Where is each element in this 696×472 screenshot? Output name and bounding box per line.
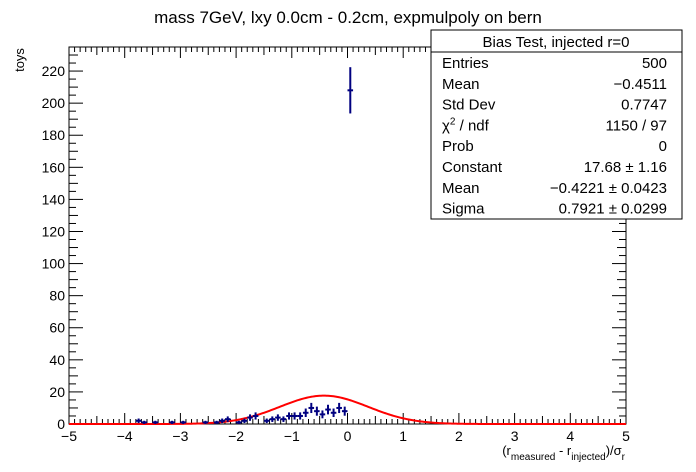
histogram-point: [291, 412, 298, 420]
histogram-point: [169, 420, 175, 424]
histogram-point: [308, 402, 315, 414]
y-tick-label: 200: [42, 95, 66, 111]
y-tick-label: 0: [57, 416, 65, 432]
stats-box: Bias Test, injected r=0 Entries 500 Mean −0…: [430, 29, 683, 220]
histogram-point: [347, 67, 354, 114]
x-axis-title-sub-injected: injected: [571, 452, 605, 463]
histogram-point: [297, 412, 303, 420]
x-axis-title: (rmeasured - rinjected)/σr: [502, 443, 625, 463]
histogram-point: [224, 416, 231, 422]
stats-row-label: χ2 / ndf: [442, 116, 490, 134]
histogram-point: [219, 418, 225, 424]
gaussian-fit-curve: [69, 394, 626, 425]
y-tick-label: 80: [49, 288, 65, 304]
stats-row-label: Constant: [442, 159, 503, 176]
histogram-point: [325, 404, 331, 415]
y-axis-tick-labels: 0 20 40 60 80 100 120 140 160 180 200 220: [42, 63, 66, 432]
y-tick-label: 140: [42, 191, 66, 207]
x-tick-label: 2: [455, 428, 463, 444]
histogram-point: [302, 408, 309, 418]
x-tick-label: −2: [228, 428, 244, 444]
histogram-point: [275, 414, 281, 421]
x-axis-title-sub-measured: measured: [511, 452, 555, 463]
stats-row-value: 0.7747: [621, 97, 667, 114]
y-tick-label: 60: [49, 320, 65, 336]
stats-row-value: 0: [659, 138, 667, 155]
y-tick-label: 120: [42, 223, 66, 239]
x-tick-label: −5: [61, 428, 77, 444]
stats-row-value: 17.68 ± 1.16: [584, 159, 667, 176]
histogram-point: [236, 420, 242, 424]
y-tick-label: 20: [49, 384, 65, 400]
x-tick-label: 4: [566, 428, 574, 444]
stats-box-frame: [430, 29, 683, 220]
histogram-point: [263, 418, 270, 424]
chart-title: mass 7GeV, lxy 0.0cm - 0.2cm, expmulpoly…: [154, 8, 542, 27]
histogram-point: [180, 420, 186, 424]
y-tick-label: 220: [42, 63, 66, 79]
x-axis-title-sub-r: r: [622, 452, 626, 463]
y-tick-label: 100: [42, 256, 66, 272]
x-axis-tick-labels: −5 −4 −3 −2 −1 0 1 2 3 4 5: [61, 428, 630, 444]
histogram-point: [241, 418, 248, 424]
y-tick-label: 40: [49, 352, 65, 368]
x-tick-label: 5: [622, 428, 630, 444]
stats-row-value: 1150 / 97: [606, 117, 667, 134]
y-tick-label: 180: [42, 127, 66, 143]
y-tick-label: 160: [42, 159, 66, 175]
histogram-point: [280, 416, 287, 422]
histogram-point: [341, 406, 348, 416]
stats-row-label: Prob: [442, 138, 474, 155]
stats-row-label: Std Dev: [442, 97, 496, 114]
x-tick-label: −1: [284, 428, 300, 444]
y-axis-title: toys: [12, 48, 27, 72]
stats-row-label: Entries: [442, 55, 489, 72]
histogram-point: [286, 412, 292, 420]
histogram-point: [330, 408, 337, 418]
stats-row-value: 500: [642, 55, 667, 72]
stats-row-value: −0.4511: [613, 76, 667, 93]
histogram-point: [202, 420, 209, 424]
stats-row-label: Mean: [442, 76, 480, 93]
histogram-point: [135, 418, 142, 424]
stats-box-title: Bias Test, injected r=0: [483, 34, 630, 51]
histogram-point: [269, 416, 276, 422]
x-tick-label: −3: [172, 428, 188, 444]
x-tick-label: 3: [511, 428, 519, 444]
histogram-points: [135, 67, 354, 424]
histogram-point: [152, 420, 159, 424]
stats-row-label: Sigma: [442, 201, 485, 218]
histogram-point: [252, 412, 259, 420]
histogram-point: [336, 402, 342, 414]
histogram-point: [319, 410, 326, 419]
x-axis-title-close: )/σ: [606, 443, 622, 458]
stats-row-label: Mean: [442, 180, 480, 197]
x-tick-label: −4: [117, 428, 133, 444]
histogram-point: [141, 420, 147, 424]
histogram-point: [213, 420, 220, 424]
stats-box-rows: Entries 500 Mean −0.4511 Std Dev 0.7747 χ2 / n…: [442, 55, 667, 218]
stats-row-value: −0.4221 ± 0.0423: [550, 180, 667, 197]
histogram-point: [247, 414, 253, 421]
histogram-point: [314, 406, 320, 416]
x-axis-title-mid: - r: [555, 443, 572, 458]
x-tick-label: 0: [344, 428, 352, 444]
x-tick-label: 1: [399, 428, 407, 444]
stats-row-value: 0.7921 ± 0.0299: [559, 201, 667, 218]
x-axis-title-open: (r: [502, 443, 511, 458]
